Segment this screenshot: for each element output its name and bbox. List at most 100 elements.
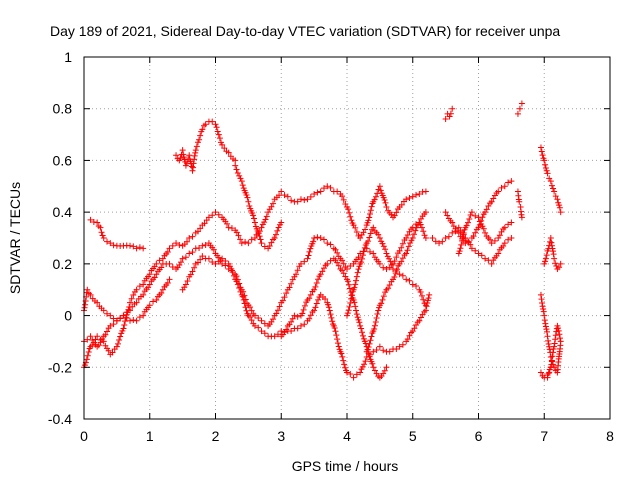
data-point bbox=[355, 254, 362, 261]
data-point bbox=[278, 328, 285, 335]
data-point bbox=[549, 353, 556, 360]
data-point bbox=[398, 244, 405, 251]
data-point bbox=[358, 259, 365, 266]
data-point bbox=[123, 309, 130, 316]
data-point bbox=[268, 203, 275, 210]
data-point bbox=[459, 237, 466, 244]
data-point bbox=[304, 196, 311, 203]
data-point bbox=[288, 318, 295, 325]
data-point bbox=[541, 157, 548, 164]
data-point bbox=[518, 100, 525, 107]
data-point bbox=[362, 358, 369, 365]
data-point bbox=[140, 245, 147, 252]
data-point bbox=[87, 291, 94, 298]
data-point bbox=[244, 194, 251, 201]
data-point bbox=[251, 312, 258, 319]
data-point bbox=[109, 349, 116, 356]
data-point bbox=[263, 213, 270, 220]
data-point bbox=[107, 322, 114, 329]
data-point bbox=[245, 240, 252, 247]
data-point bbox=[270, 316, 277, 323]
data-point bbox=[209, 259, 216, 266]
data-point bbox=[315, 276, 322, 283]
data-point bbox=[332, 328, 339, 335]
data-point bbox=[186, 250, 193, 257]
data-point bbox=[234, 169, 241, 176]
data-point bbox=[228, 265, 235, 272]
data-point bbox=[100, 307, 107, 314]
data-point bbox=[475, 214, 482, 221]
data-point bbox=[215, 211, 222, 218]
data-point bbox=[366, 234, 373, 241]
data-point bbox=[209, 118, 216, 125]
data-point bbox=[557, 209, 564, 216]
data-point bbox=[412, 227, 419, 234]
data-point bbox=[224, 220, 231, 227]
data-point bbox=[84, 286, 91, 293]
data-point bbox=[551, 255, 558, 262]
data-point bbox=[445, 233, 452, 240]
data-point bbox=[339, 257, 346, 264]
data-point bbox=[306, 295, 313, 302]
data-point bbox=[271, 235, 278, 241]
data-point bbox=[366, 214, 373, 221]
data-point bbox=[345, 307, 352, 314]
data-point bbox=[380, 347, 387, 354]
data-point bbox=[420, 228, 427, 235]
data-point bbox=[429, 235, 436, 241]
y-tick-label: 1 bbox=[64, 49, 72, 65]
data-point bbox=[276, 303, 283, 310]
data-point bbox=[177, 155, 184, 162]
data-point bbox=[458, 241, 465, 248]
data-point bbox=[136, 244, 143, 251]
data-point bbox=[311, 235, 318, 241]
data-point bbox=[104, 328, 111, 335]
data-point bbox=[405, 243, 412, 250]
data-point bbox=[548, 239, 555, 246]
data-point bbox=[539, 299, 546, 306]
data-point bbox=[301, 302, 308, 309]
data-point bbox=[288, 197, 295, 204]
data-point bbox=[335, 343, 342, 350]
data-point bbox=[334, 340, 341, 347]
data-point bbox=[354, 314, 361, 321]
data-point bbox=[546, 369, 553, 376]
data-point bbox=[367, 337, 374, 344]
data-point bbox=[376, 235, 383, 241]
data-point bbox=[407, 240, 414, 247]
data-point bbox=[127, 299, 134, 306]
data-point bbox=[353, 277, 360, 284]
data-point bbox=[283, 290, 290, 297]
data-point bbox=[328, 314, 335, 321]
data-point bbox=[356, 319, 363, 326]
data-point bbox=[140, 312, 147, 319]
data-point bbox=[399, 240, 406, 247]
data-point bbox=[133, 286, 140, 293]
data-point bbox=[294, 313, 301, 320]
data-point bbox=[370, 364, 377, 371]
data-point bbox=[212, 260, 219, 267]
data-point bbox=[556, 331, 563, 338]
data-point bbox=[184, 278, 191, 285]
data-point bbox=[314, 189, 321, 196]
data-point bbox=[130, 243, 137, 250]
data-point bbox=[554, 322, 561, 329]
data-point bbox=[191, 156, 198, 163]
data-point bbox=[553, 263, 560, 270]
data-point bbox=[367, 210, 374, 217]
data-point bbox=[358, 325, 365, 332]
data-point bbox=[396, 271, 403, 278]
data-point bbox=[99, 232, 106, 239]
data-point bbox=[548, 357, 555, 364]
data-point bbox=[353, 273, 360, 280]
data-point bbox=[177, 259, 184, 266]
data-point bbox=[383, 203, 390, 210]
data-point bbox=[548, 182, 555, 189]
data-point bbox=[360, 248, 367, 255]
data-point bbox=[304, 255, 311, 262]
data-point bbox=[121, 322, 128, 329]
data-point bbox=[300, 306, 307, 313]
data-point bbox=[508, 178, 515, 185]
data-point bbox=[281, 294, 288, 301]
data-point bbox=[362, 226, 369, 233]
